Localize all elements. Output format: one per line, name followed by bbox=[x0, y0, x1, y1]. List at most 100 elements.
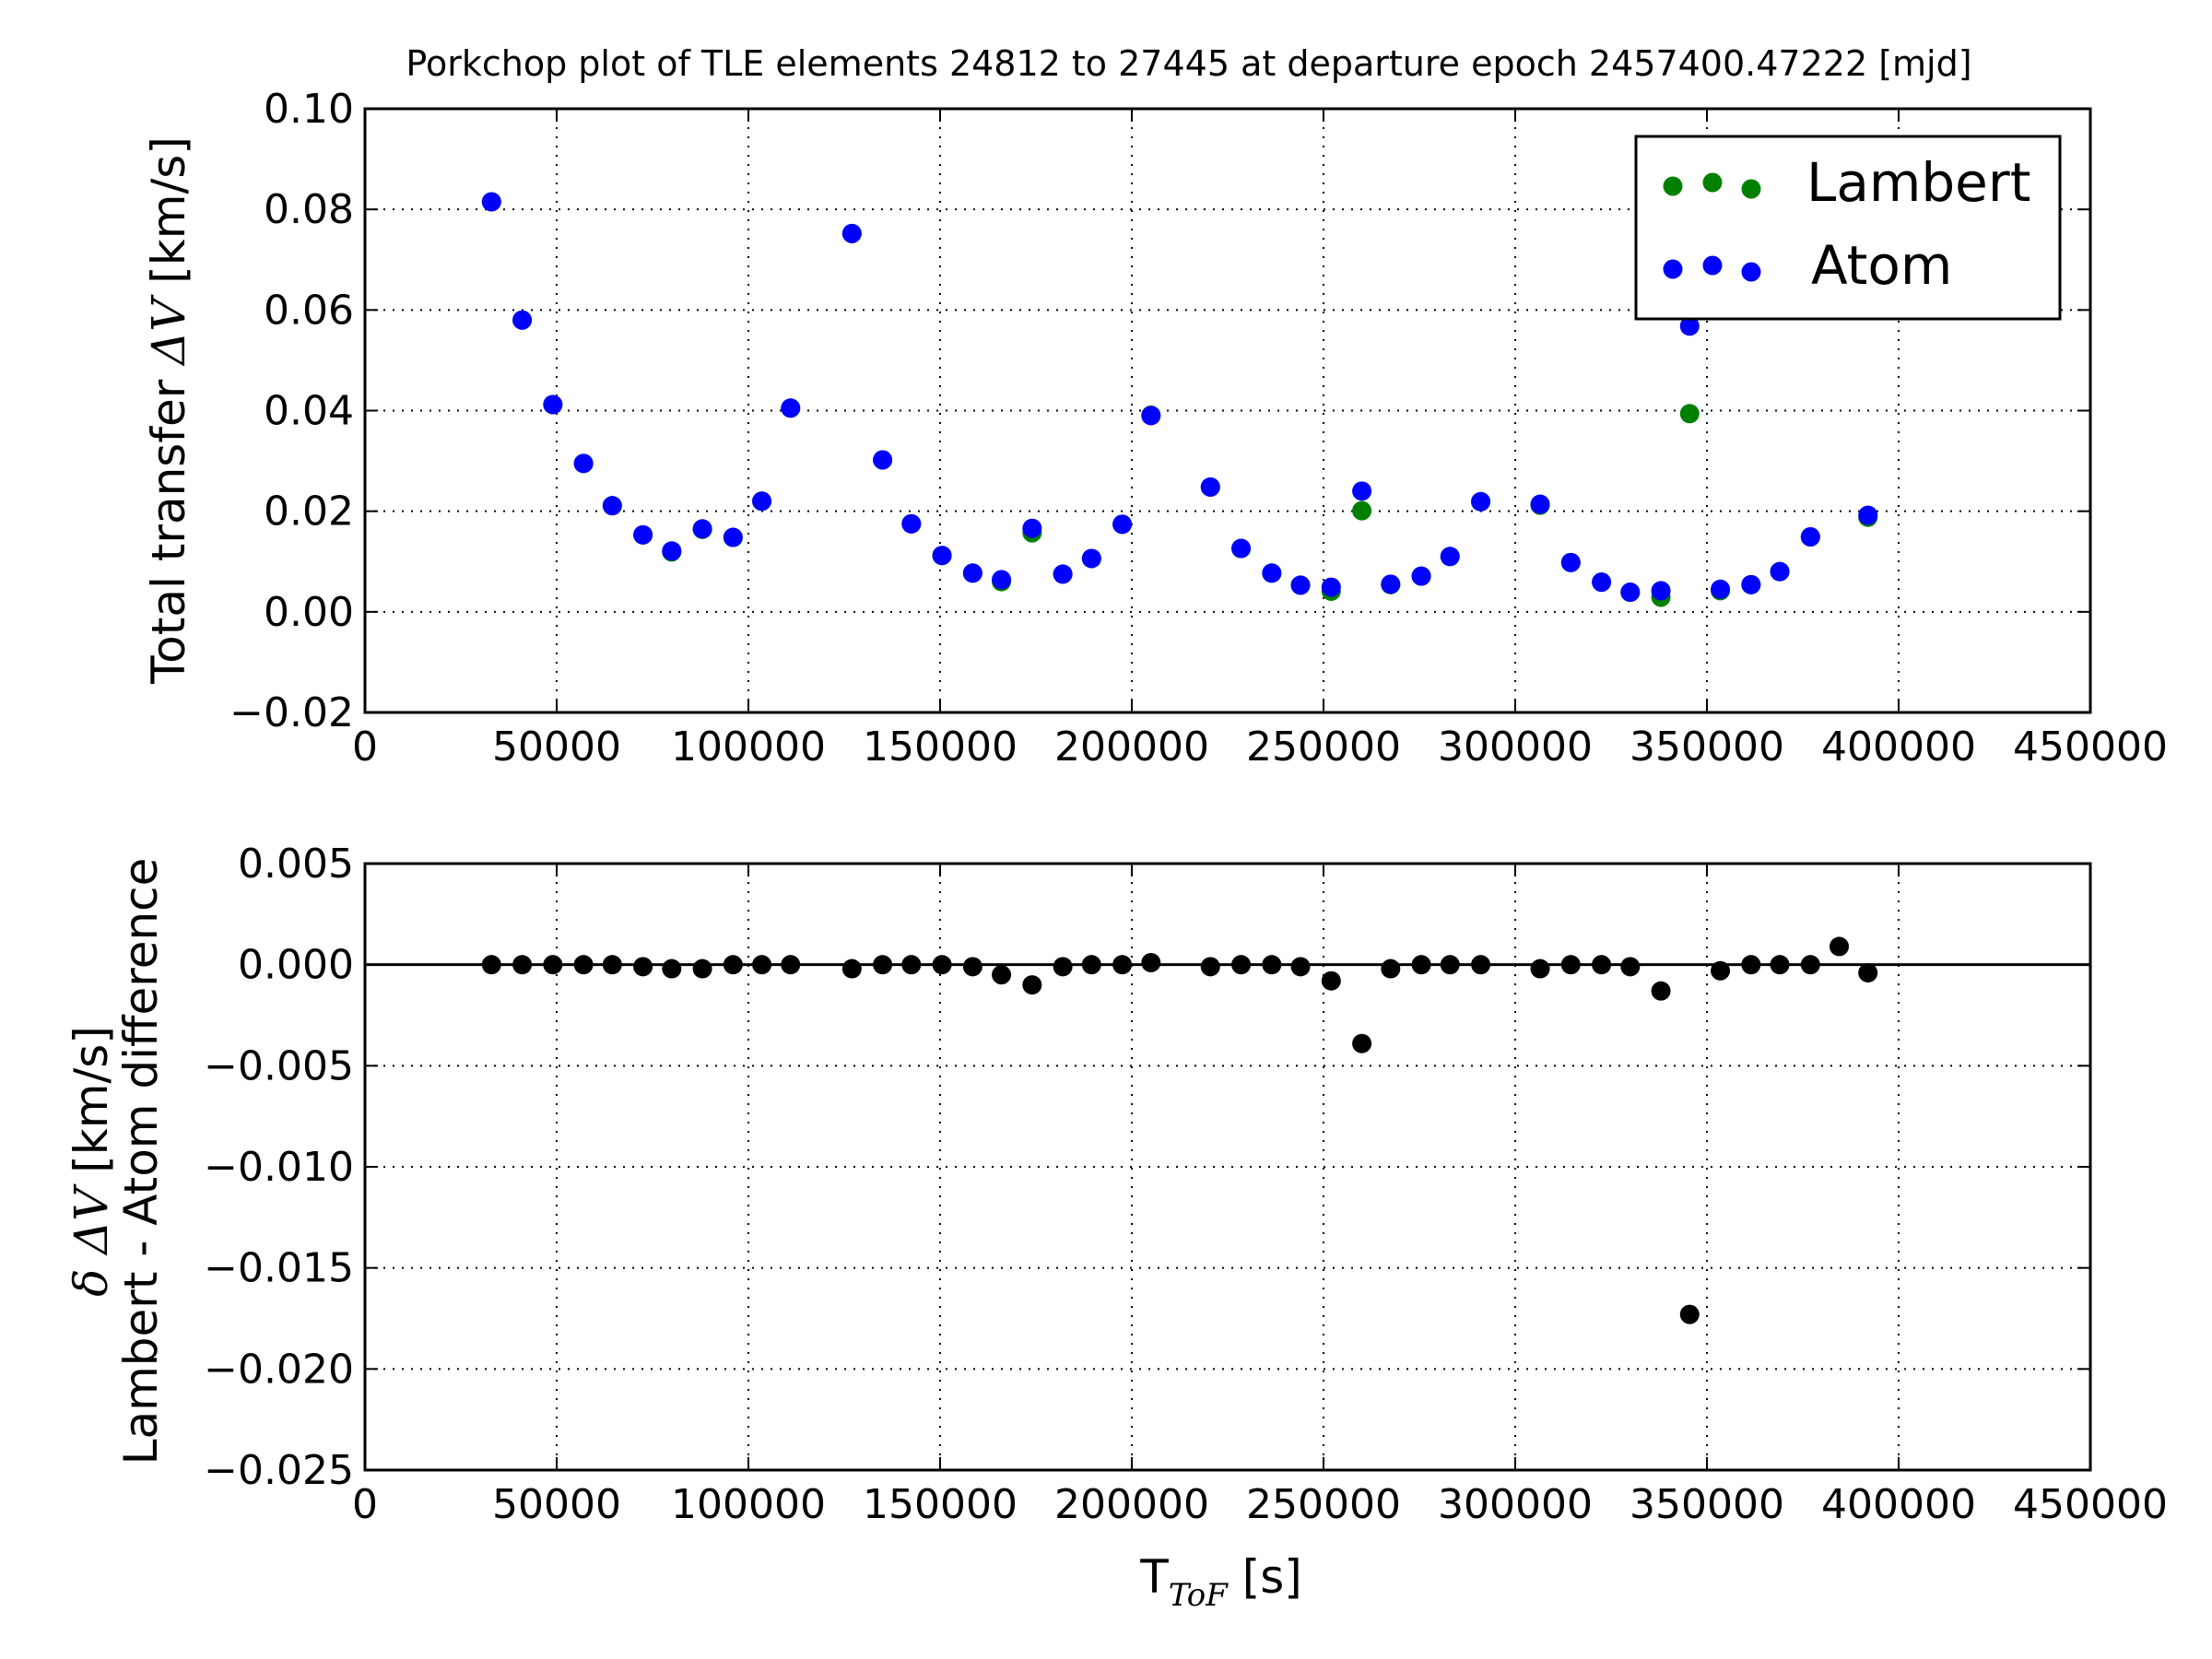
bottom-y-tick-labels: −0.025 −0.020 −0.015 −0.010 −0.005 0.000 0.005 bbox=[204, 841, 354, 1494]
difference-point bbox=[1411, 955, 1431, 975]
difference-point bbox=[1711, 960, 1731, 981]
x-label-suffix: [s] bbox=[1228, 1550, 1302, 1604]
x-tick-label: 350000 bbox=[1630, 724, 1784, 771]
y-tick-label: −0.025 bbox=[204, 1447, 354, 1494]
difference-point bbox=[1141, 952, 1161, 972]
atom-point bbox=[1560, 552, 1581, 572]
atom-point bbox=[633, 524, 653, 545]
chart-title: Porkchop plot of TLE elements 24812 to 2… bbox=[406, 43, 1971, 84]
atom-point bbox=[1679, 316, 1700, 336]
bottom-x-axis-label: TToF [s] bbox=[1139, 1550, 1302, 1614]
atom-point bbox=[573, 453, 594, 474]
difference-point bbox=[752, 955, 772, 975]
atom-point bbox=[962, 563, 982, 583]
difference-point bbox=[1471, 955, 1491, 975]
difference-point bbox=[573, 955, 594, 975]
y-tick-label: −0.020 bbox=[204, 1346, 354, 1393]
legend-atom-marker bbox=[1741, 262, 1761, 282]
difference-point bbox=[692, 959, 712, 979]
atom-point bbox=[781, 398, 801, 418]
x-tick-label: 400000 bbox=[1821, 1481, 1976, 1528]
bottom-panel: 0 50000 100000 150000 200000 250000 300000 3500… bbox=[65, 841, 2168, 1614]
x-tick-label: 200000 bbox=[1054, 724, 1209, 771]
difference-point bbox=[1770, 955, 1790, 975]
difference-point bbox=[1741, 955, 1761, 975]
top-y-label-prefix: Total transfer bbox=[142, 365, 195, 685]
atom-point bbox=[1440, 547, 1460, 567]
atom-point bbox=[1411, 566, 1431, 586]
atom-point bbox=[1381, 574, 1401, 594]
y-tick-label: 0.04 bbox=[264, 388, 354, 435]
y-tick-label: −0.010 bbox=[204, 1144, 354, 1191]
difference-point bbox=[662, 959, 682, 979]
x-tick-label: 250000 bbox=[1246, 724, 1401, 771]
top-y-axis-label: Total transfer ΔV [km/s] bbox=[142, 136, 195, 685]
atom-point bbox=[1022, 518, 1042, 538]
difference-point bbox=[962, 957, 982, 977]
x-tick-label: 0 bbox=[352, 724, 378, 771]
atom-point bbox=[602, 496, 622, 516]
legend-lambert-marker bbox=[1663, 176, 1683, 196]
atom-point bbox=[543, 394, 563, 415]
difference-point bbox=[1830, 936, 1850, 957]
y-tick-label: 0.06 bbox=[264, 287, 354, 334]
atom-point bbox=[1321, 577, 1341, 597]
top-y-tick-labels: −0.02 0.00 0.02 0.04 0.06 0.08 0.10 bbox=[229, 86, 354, 736]
difference-point bbox=[932, 955, 952, 975]
x-tick-label: 50000 bbox=[492, 724, 621, 771]
bottom-data-points bbox=[481, 936, 1878, 1324]
atom-point bbox=[692, 519, 712, 539]
atom-point bbox=[1053, 564, 1073, 584]
x-tick-label: 300000 bbox=[1438, 724, 1593, 771]
difference-point bbox=[1440, 955, 1460, 975]
legend-label-atom: Atom bbox=[1811, 234, 1952, 297]
atom-point bbox=[1592, 572, 1612, 593]
difference-point bbox=[1651, 981, 1671, 1001]
difference-point bbox=[1352, 1033, 1372, 1053]
difference-point bbox=[1022, 975, 1042, 995]
atom-point bbox=[481, 192, 501, 212]
legend-label-lambert: Lambert bbox=[1806, 151, 2030, 214]
x-tick-label: 100000 bbox=[671, 724, 826, 771]
atom-point bbox=[1262, 563, 1282, 583]
y-tick-label: −0.005 bbox=[204, 1042, 354, 1089]
y-tick-label: 0.10 bbox=[264, 86, 354, 133]
x-tick-label: 350000 bbox=[1630, 1481, 1784, 1528]
difference-point bbox=[1679, 1304, 1700, 1324]
atom-point bbox=[1530, 494, 1550, 514]
atom-point bbox=[752, 491, 772, 512]
atom-point bbox=[841, 223, 862, 243]
difference-point bbox=[1530, 959, 1550, 979]
bottom-x-tick-labels: 0 50000 100000 150000 200000 250000 300000 3500… bbox=[352, 1481, 2168, 1528]
bottom-y-label-suffix: [km/s] bbox=[65, 1026, 118, 1187]
difference-point bbox=[873, 955, 893, 975]
x-tick-label: 0 bbox=[352, 1481, 378, 1528]
x-label-main: T bbox=[1139, 1550, 1169, 1604]
lambert-point bbox=[1679, 404, 1700, 424]
x-tick-label: 300000 bbox=[1438, 1481, 1593, 1528]
difference-point bbox=[992, 965, 1012, 985]
x-tick-label: 450000 bbox=[2013, 1481, 2168, 1528]
top-plot-frame bbox=[363, 107, 2092, 714]
legend-atom-markers bbox=[1663, 255, 1761, 282]
difference-point bbox=[1381, 959, 1401, 979]
x-tick-label: 250000 bbox=[1246, 1481, 1401, 1528]
x-tick-label: 150000 bbox=[863, 724, 1018, 771]
atom-point bbox=[1112, 514, 1133, 535]
y-tick-label: 0.00 bbox=[264, 589, 354, 636]
difference-point bbox=[1800, 955, 1820, 975]
y-tick-label: −0.02 bbox=[229, 689, 354, 736]
atom-point bbox=[1231, 538, 1252, 559]
top-data-points bbox=[481, 192, 1878, 607]
atom-point bbox=[512, 310, 533, 330]
y-tick-label: 0.08 bbox=[264, 186, 354, 233]
atom-point bbox=[1471, 491, 1491, 512]
difference-point bbox=[1081, 955, 1101, 975]
legend-lambert-markers bbox=[1663, 172, 1761, 199]
atom-point bbox=[723, 527, 743, 547]
difference-point bbox=[1262, 955, 1282, 975]
y-tick-label: −0.015 bbox=[204, 1245, 354, 1292]
legend-atom-marker bbox=[1663, 259, 1683, 279]
x-tick-label: 150000 bbox=[863, 1481, 1018, 1528]
